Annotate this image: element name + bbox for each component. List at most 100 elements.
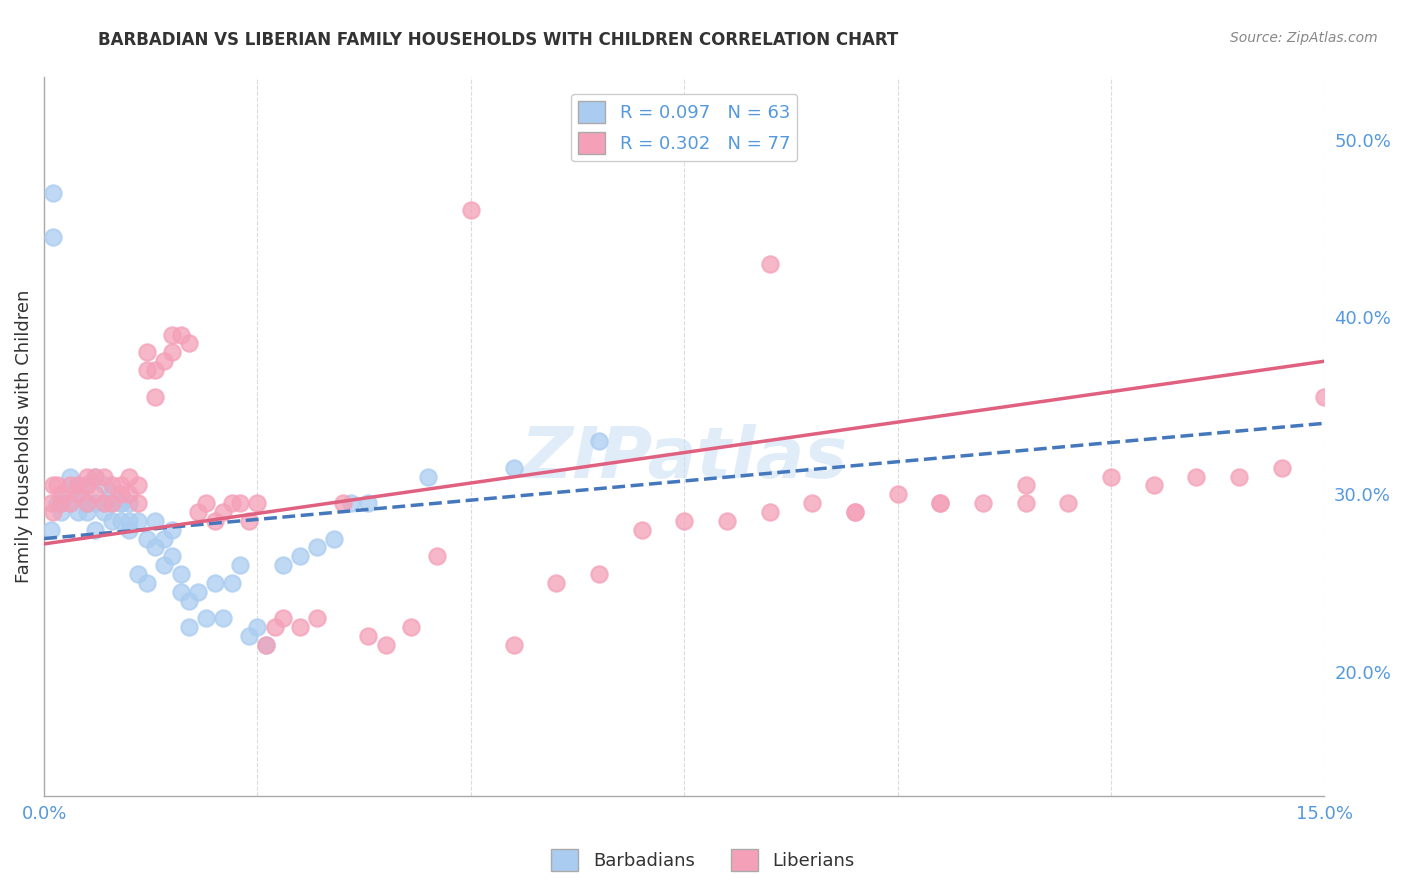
Point [221,576,243,591]
Point [41,230,63,244]
Point [67,487,90,501]
Point [59,496,82,510]
Point [716,514,738,528]
Point [1185,469,1208,483]
Point [76,469,98,483]
Point [1313,390,1336,404]
Point [76,496,98,510]
Point [101,487,124,501]
Point [76,478,98,492]
Point [110,496,132,510]
Point [204,576,226,591]
Point [143,390,166,404]
Point [307,541,329,555]
Point [179,593,201,607]
Point [844,505,866,519]
Point [460,203,482,218]
Point [67,505,90,519]
Point [1014,478,1036,492]
Point [135,576,157,591]
Point [972,496,994,510]
Text: Source: ZipAtlas.com: Source: ZipAtlas.com [1230,31,1378,45]
Point [170,584,193,599]
Point [76,478,98,492]
Point [118,487,141,501]
Point [59,487,82,501]
Point [254,638,277,652]
Point [127,478,149,492]
Point [246,620,269,634]
Point [170,327,193,342]
Point [630,523,652,537]
Point [93,469,115,483]
Point [59,496,82,510]
Point [45,478,67,492]
Point [271,611,294,625]
Point [179,620,201,634]
Point [673,514,696,528]
Point [254,638,277,652]
Point [160,523,183,537]
Point [588,434,610,448]
Point [152,354,174,368]
Point [152,558,174,573]
Point [1057,496,1080,510]
Text: ZIPatlas: ZIPatlas [520,424,848,492]
Point [93,496,115,510]
Point [357,629,380,643]
Point [929,496,952,510]
Point [1271,460,1294,475]
Point [39,523,62,537]
Point [118,496,141,510]
Point [288,620,311,634]
Legend: R = 0.097   N = 63, R = 0.302   N = 77: R = 0.097 N = 63, R = 0.302 N = 77 [571,94,797,161]
Point [67,487,90,501]
Point [179,336,201,351]
Point [307,611,329,625]
Point [76,496,98,510]
Point [758,505,780,519]
Point [59,478,82,492]
Point [143,541,166,555]
Point [323,532,346,546]
Point [135,345,157,359]
Point [51,496,73,510]
Point [418,469,440,483]
Point [143,514,166,528]
Point [110,514,132,528]
Point [101,496,124,510]
Text: BARBADIAN VS LIBERIAN FAMILY HOUSEHOLDS WITH CHILDREN CORRELATION CHART: BARBADIAN VS LIBERIAN FAMILY HOUSEHOLDS … [98,31,898,49]
Point [93,496,115,510]
Point [110,487,132,501]
Point [212,505,235,519]
Point [84,469,107,483]
Point [93,505,115,519]
Point [67,478,90,492]
Point [39,496,62,510]
Point [101,478,124,492]
Point [263,620,285,634]
Point [271,558,294,573]
Point [127,496,149,510]
Point [76,505,98,519]
Point [238,514,260,528]
Point [59,469,82,483]
Point [118,514,141,528]
Point [246,496,269,510]
Point [195,496,218,510]
Point [84,487,107,501]
Point [844,505,866,519]
Point [229,558,252,573]
Point [41,505,63,519]
Point [84,496,107,510]
Point [426,549,449,564]
Point [135,363,157,377]
Point [357,496,380,510]
Point [160,549,183,564]
Point [399,620,422,634]
Point [332,496,354,510]
Point [187,505,209,519]
Point [41,478,63,492]
Point [187,584,209,599]
Point [67,478,90,492]
